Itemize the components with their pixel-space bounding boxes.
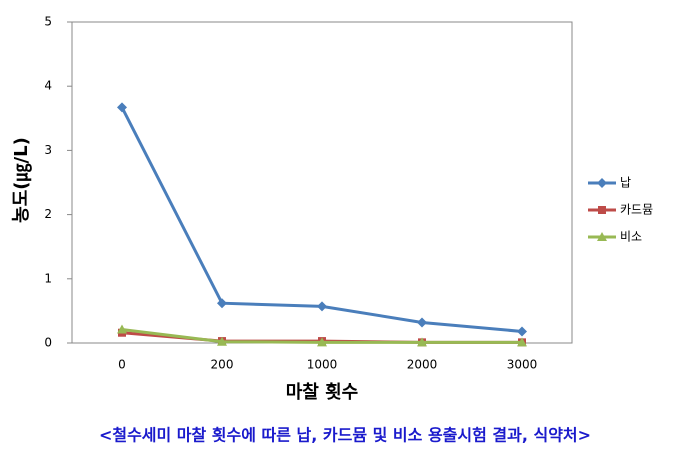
series-line [120, 106, 523, 333]
marker [317, 301, 327, 312]
marker [317, 337, 327, 347]
marker [217, 298, 227, 309]
y-tick-label: 5 [44, 15, 52, 29]
y-tick-label: 4 [44, 79, 52, 93]
marker [117, 102, 127, 113]
marker [517, 337, 527, 347]
legend-marker [597, 232, 607, 241]
legend-marker [597, 178, 607, 188]
y-tick-label: 3 [44, 143, 52, 157]
x-tick-label: 200 [211, 358, 234, 372]
legend-label: 카드뮴 [620, 203, 653, 217]
marker [417, 337, 427, 347]
legend-label: 납 [620, 176, 631, 190]
marker [417, 317, 427, 328]
x-tick-label: 0 [118, 358, 126, 372]
plot-area [71, 21, 573, 344]
chart-caption: <철수세미 마찰 횟수에 따른 납, 카드뮴 및 비소 용출시험 결과, 식약처… [99, 426, 591, 445]
y-axis-label: 농도(㎍/L) [11, 137, 33, 223]
y-tick-label: 1 [44, 271, 52, 285]
legend-label: 비소 [620, 230, 642, 244]
marker [117, 324, 127, 334]
legend-marker [598, 206, 606, 214]
x-tick-label: 1000 [307, 358, 338, 372]
marker [217, 336, 227, 346]
marker [517, 326, 527, 337]
x-tick-label: 2000 [407, 358, 438, 372]
y-tick-label: 0 [44, 336, 52, 350]
x-tick-label: 3000 [507, 358, 538, 372]
y-tick-label: 2 [44, 207, 52, 221]
x-axis-label: 마찰 횟수 [286, 382, 359, 403]
